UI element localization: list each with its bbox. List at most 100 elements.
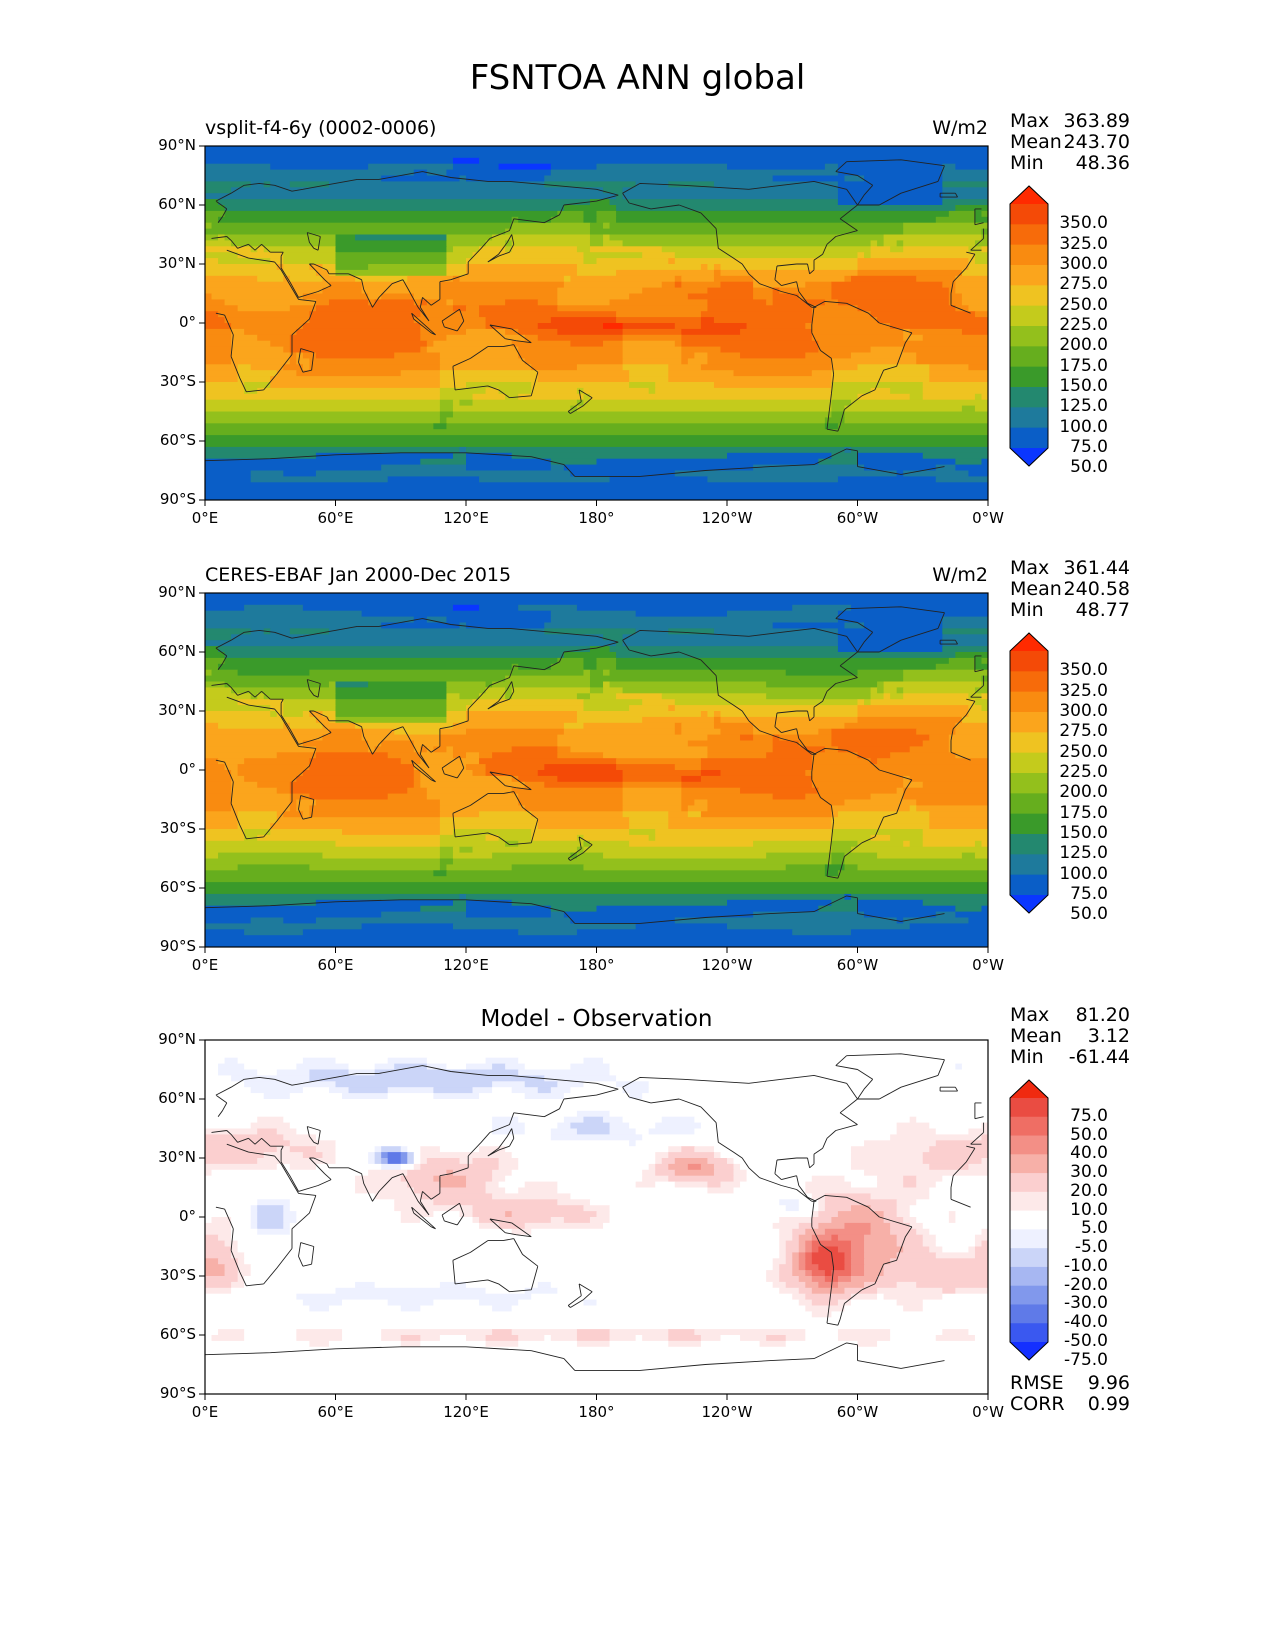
coastline-borneo [441,1202,465,1226]
coastline-nz [567,389,593,414]
panel-2-max-label: Max [1010,557,1050,579]
colorbar-label: 350.0 [1059,660,1108,681]
xtick-label: 60°E [317,956,354,974]
ytick-label: 60°S [159,878,196,896]
colorbar-swatch [1010,773,1048,794]
map-panel-3 [199,1039,1049,1400]
panel-3-min-label: Min [1010,1046,1044,1068]
colorbar-swatch [1010,1266,1048,1287]
colorbar-swatch [1010,651,1048,672]
coastline-nz [567,1283,593,1308]
map-3-coastlines [205,1053,985,1371]
coastline-eurasia [211,171,985,322]
xtick-label: 120°W [701,956,753,974]
colorbar-label: 50.0 [1070,457,1108,478]
panel-1-mean-value: 243.70 [1063,131,1130,153]
ytick-label: 0° [178,760,196,778]
colorbar-label: 75.0 [1070,1105,1108,1126]
panel-2-mean-label: Mean [1010,578,1062,600]
colorbar-label: 75.0 [1070,437,1108,457]
colorbar-swatch [1010,712,1048,733]
coastline-africa [215,1143,976,1287]
xtick-label: 0°W [972,509,1004,527]
xtick-label: 0°E [191,509,219,527]
colorbar-swatch [1010,793,1048,815]
coastline-sumatra [411,759,436,783]
coastline-eurasia [211,1065,985,1216]
panel-3-max-label: Max [1010,1004,1050,1026]
xtick-label: 120°W [701,509,753,527]
colorbar-label: 5.0 [1080,1218,1108,1239]
panel-2-title: CERES-EBAF Jan 2000-Dec 2015 [205,564,512,586]
colorbar-label: 200.0 [1059,782,1108,803]
coastline-iceland [939,192,958,198]
panel-2-min-value: 48.77 [1075,599,1130,621]
colorbar-swatch [1010,265,1048,286]
coastline-namerica [622,180,858,308]
panel-1-title: vsplit-f4-6y (0002-0006) [205,117,437,139]
colorbar-label: 325.0 [1059,233,1108,254]
coastline-nz [567,836,593,861]
colorbar-label: 100.0 [1059,863,1108,884]
coastline-africa [215,696,976,840]
colorbar-1 [1009,185,1049,467]
colorbar-label: -10.0 [1064,1255,1108,1276]
colorbar-swatch [1010,1229,1048,1249]
colorbar-swatch [1010,1304,1048,1324]
colorbar-extend-min [1010,1342,1048,1360]
map-2-coastlines [205,606,985,924]
coastline-australia [452,1238,539,1293]
colorbar-label: 225.0 [1059,762,1108,782]
panel-3-mean-label: Mean [1010,1025,1062,1047]
ytick-label: 60°N [158,1089,196,1107]
ytick-label: 60°S [159,431,196,449]
colorbar-swatch [1010,204,1048,225]
ytick-label: 30°N [158,254,196,272]
xtick-label: 180° [578,1403,615,1421]
colorbar-label: -30.0 [1064,1293,1108,1314]
xtick-label: 0°E [191,1403,219,1421]
colorbar-3 [1009,1079,1049,1361]
colorbar-extend-min [1010,895,1048,913]
xtick-label: 120°E [443,509,489,527]
colorbar-label: 350.0 [1059,213,1108,234]
coastline-africa [215,249,976,393]
coastline-caspian [306,232,321,251]
xtick-label: 120°E [443,956,489,974]
colorbar-swatch [1010,1248,1048,1268]
colorbar-label: -75.0 [1064,1349,1108,1370]
coastline-newguinea [489,1218,532,1238]
panel-3-rmse-label: RMSE [1010,1372,1064,1394]
colorbar-label: 100.0 [1059,416,1108,437]
coastline-borneo [441,755,465,779]
coastline-borneo [441,308,465,332]
ytick-label: 90°N [158,136,196,154]
ytick-label: 30°S [159,1266,196,1284]
colorbar-label: 175.0 [1059,355,1108,376]
xtick-label: 180° [578,956,615,974]
coastline-newguinea [489,324,532,344]
panel-1-units: W/m2 [932,117,988,139]
colorbar-label: 20.0 [1070,1180,1108,1201]
colorbar-label: 40.0 [1070,1143,1108,1164]
ytick-label: 0° [178,1207,196,1225]
coastline-uk [974,208,984,226]
colorbar-label: -50.0 [1064,1331,1108,1351]
map-3-field [205,1040,988,1394]
colorbar-label: -40.0 [1064,1312,1108,1333]
colorbar-extend-max [1010,633,1048,651]
colorbar-label: 125.0 [1059,843,1108,864]
colorbar-swatch [1010,1116,1048,1137]
colorbar-swatch [1010,427,1048,449]
map-1-coastlines [205,159,985,477]
ytick-label: 60°N [158,195,196,213]
colorbar-outline [1009,185,1049,467]
xtick-label: 120°E [443,1403,489,1421]
panel-1-mean-label: Mean [1010,131,1062,153]
colorbar-swatch [1010,244,1048,266]
ytick-label: 60°N [158,642,196,660]
colorbar-swatch [1010,1285,1048,1305]
coastline-newguinea [489,771,532,791]
colorbar-label: -20.0 [1064,1274,1108,1295]
